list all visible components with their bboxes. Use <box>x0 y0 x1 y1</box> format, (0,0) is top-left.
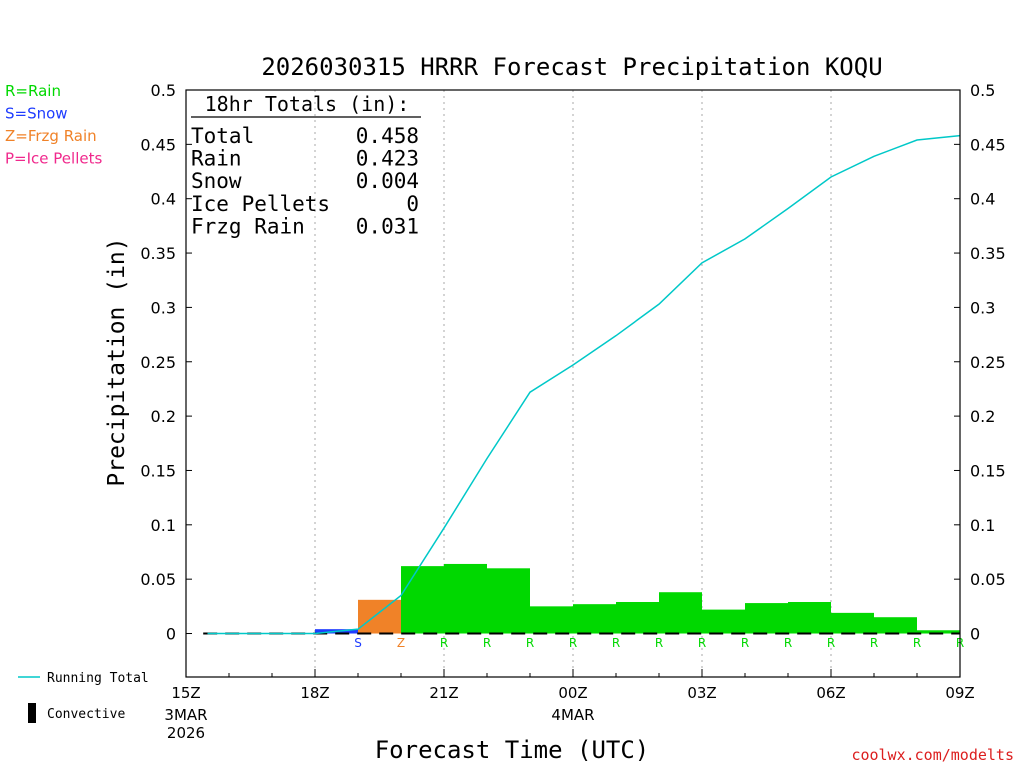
ptype-marker-13: R <box>784 636 792 650</box>
gridlines <box>314 90 832 677</box>
y-tick-label-right-3: 0.15 <box>970 461 1006 480</box>
y-tick-label-left-0: 0 <box>166 625 176 644</box>
ptype-legend-item-1: S=Snow <box>5 105 68 123</box>
y-tick-label-right-1: 0.05 <box>970 570 1006 589</box>
ptype-marker-5: R <box>440 636 448 650</box>
x-tick-sublabel-0-0: 3MAR <box>164 706 207 724</box>
totals-header: 18hr Totals (in): <box>205 92 410 116</box>
bar-15 <box>831 612 874 634</box>
bar-series <box>315 563 960 634</box>
x-tick-label-4: 03Z <box>687 684 716 702</box>
x-tick-label-0: 15Z <box>171 684 200 702</box>
y-tick-label-left-5: 0.25 <box>140 353 176 372</box>
ptype-marker-8: R <box>569 636 577 650</box>
y-tick-label-right-2: 0.1 <box>970 516 995 535</box>
bar-4 <box>358 599 401 634</box>
running-total-legend-label: Running Total <box>47 671 149 686</box>
x-axis-label: Forecast Time (UTC) <box>375 736 650 764</box>
totals-value-3: 0 <box>406 192 419 216</box>
y-tick-label-right-10: 0.5 <box>970 81 995 100</box>
totals-value-2: 0.004 <box>356 169 419 193</box>
ptype-legend-item-0: R=Rain <box>5 82 61 100</box>
totals-value-1: 0.423 <box>356 147 419 171</box>
ptype-marker-9: R <box>612 636 620 650</box>
bar-13 <box>745 603 788 634</box>
bar-14 <box>788 601 831 634</box>
bar-12 <box>702 609 745 634</box>
y-tick-label-right-6: 0.3 <box>970 298 995 317</box>
ptype-marker-10: R <box>655 636 663 650</box>
totals-label-1: Rain <box>191 147 242 171</box>
bar-17 <box>917 630 960 634</box>
totals-box: 18hr Totals (in): Total 0.458 Rain 0.423 Snow… <box>191 92 421 238</box>
x-tick-sublabel-3-0: 4MAR <box>551 706 594 724</box>
convective-legend-label: Convective <box>47 707 125 722</box>
bar-9 <box>573 604 616 634</box>
y-tick-label-left-6: 0.3 <box>151 298 176 317</box>
ptype-marker-3: S <box>354 636 362 650</box>
y-tick-label-right-7: 0.35 <box>970 244 1006 263</box>
ptype-marker-15: R <box>870 636 878 650</box>
totals-label-3: Ice Pellets <box>191 192 330 216</box>
y-tick-label-right-4: 0.2 <box>970 407 995 426</box>
y-tick-label-left-9: 0.45 <box>140 135 176 154</box>
bar-7 <box>487 568 530 634</box>
ptype-legend-item-3: P=Ice Pellets <box>5 150 102 168</box>
credit-text: coolwx.com/modelts <box>851 746 1014 764</box>
totals-label-0: Total <box>191 124 254 148</box>
y-tick-label-left-1: 0.05 <box>140 570 176 589</box>
bar-5 <box>401 566 444 634</box>
totals-value-0: 0.458 <box>356 124 419 148</box>
y-tick-label-right-5: 0.25 <box>970 353 1006 372</box>
totals-value-4: 0.031 <box>356 214 419 238</box>
totals-label-4: Frzg Rain <box>191 214 305 238</box>
y-tick-label-left-3: 0.15 <box>140 461 176 480</box>
bar-10 <box>616 601 659 634</box>
running-total-line <box>207 134 961 635</box>
bar-8 <box>530 606 573 634</box>
bar-6 <box>444 563 487 634</box>
y-tick-label-left-10: 0.5 <box>151 81 176 100</box>
x-tick-sublabel-0-1: 2026 <box>167 724 205 742</box>
bar-16 <box>874 617 917 634</box>
ptype-marker-7: R <box>526 636 534 650</box>
y-tick-label-right-9: 0.45 <box>970 135 1006 154</box>
x-tick-label-6: 09Z <box>945 684 974 702</box>
bottom-legend: Running Total Convective <box>18 671 149 723</box>
x-tick-label-5: 06Z <box>816 684 845 702</box>
x-tick-label-3: 00Z <box>558 684 587 702</box>
chart-title: 2026030315 HRRR Forecast Precipitation K… <box>261 53 882 81</box>
y-axis-label: Precipitation (in) <box>104 237 130 486</box>
bar-11 <box>659 592 702 634</box>
ptype-marker-4: Z <box>397 636 405 650</box>
running-total-series <box>207 134 961 635</box>
totals-label-2: Snow <box>191 169 242 193</box>
ptype-marker-16: R <box>913 636 921 650</box>
y-tick-label-right-8: 0.4 <box>970 190 995 209</box>
y-tick-label-left-8: 0.4 <box>151 190 176 209</box>
x-tick-label-1: 18Z <box>300 684 329 702</box>
ptype-legend-item-2: Z=Frzg Rain <box>5 127 97 145</box>
y-axis: 0 0 0.05 0.05 0.1 0.1 0.15 0.15 0.2 0.2 0.25 0.25 0.… <box>140 81 1005 644</box>
ptype-marker-6: R <box>483 636 491 650</box>
convective-swatch <box>28 703 36 723</box>
y-tick-label-left-7: 0.35 <box>140 244 176 263</box>
y-tick-label-left-4: 0.2 <box>151 407 176 426</box>
ptype-legend: R=Rain S=Snow Z=Frzg Rain P=Ice Pellets <box>5 82 102 168</box>
ptype-marker-14: R <box>827 636 835 650</box>
ptype-marker-11: R <box>698 636 706 650</box>
ptype-marker-12: R <box>741 636 749 650</box>
x-tick-label-2: 21Z <box>429 684 458 702</box>
y-tick-label-right-0: 0 <box>970 625 980 644</box>
y-tick-label-left-2: 0.1 <box>151 516 176 535</box>
